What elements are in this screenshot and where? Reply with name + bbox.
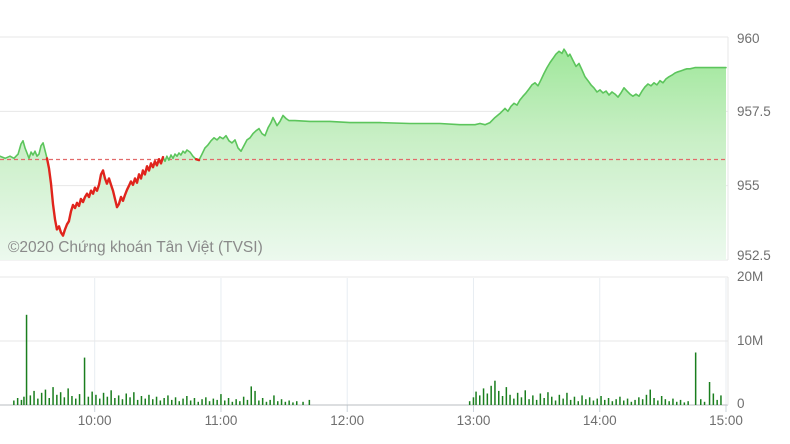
time-axis-label: 14:00 <box>582 413 617 428</box>
time-axis-label: 12:00 <box>330 413 365 428</box>
price-axis-label: 960 <box>737 31 760 46</box>
volume-axis-label: 10M <box>737 333 764 348</box>
volume-chart-canvas[interactable] <box>0 265 790 444</box>
volume-axis-label: 0 <box>737 396 745 411</box>
time-axis-label: 11:00 <box>204 413 238 428</box>
price-chart-canvas[interactable] <box>0 0 790 265</box>
time-axis-label: 13:00 <box>456 413 491 428</box>
volume-axis-label: 20M <box>737 269 764 284</box>
price-axis-label: 955 <box>737 178 760 193</box>
price-axis-label: 952.5 <box>737 248 771 263</box>
watermark: ©2020 Chứng khoán Tân Việt (TVSI) <box>8 239 263 256</box>
time-axis-label: 15:00 <box>709 413 743 428</box>
time-axis-label: 10:00 <box>77 413 112 428</box>
price-axis-label: 957.5 <box>737 104 771 119</box>
